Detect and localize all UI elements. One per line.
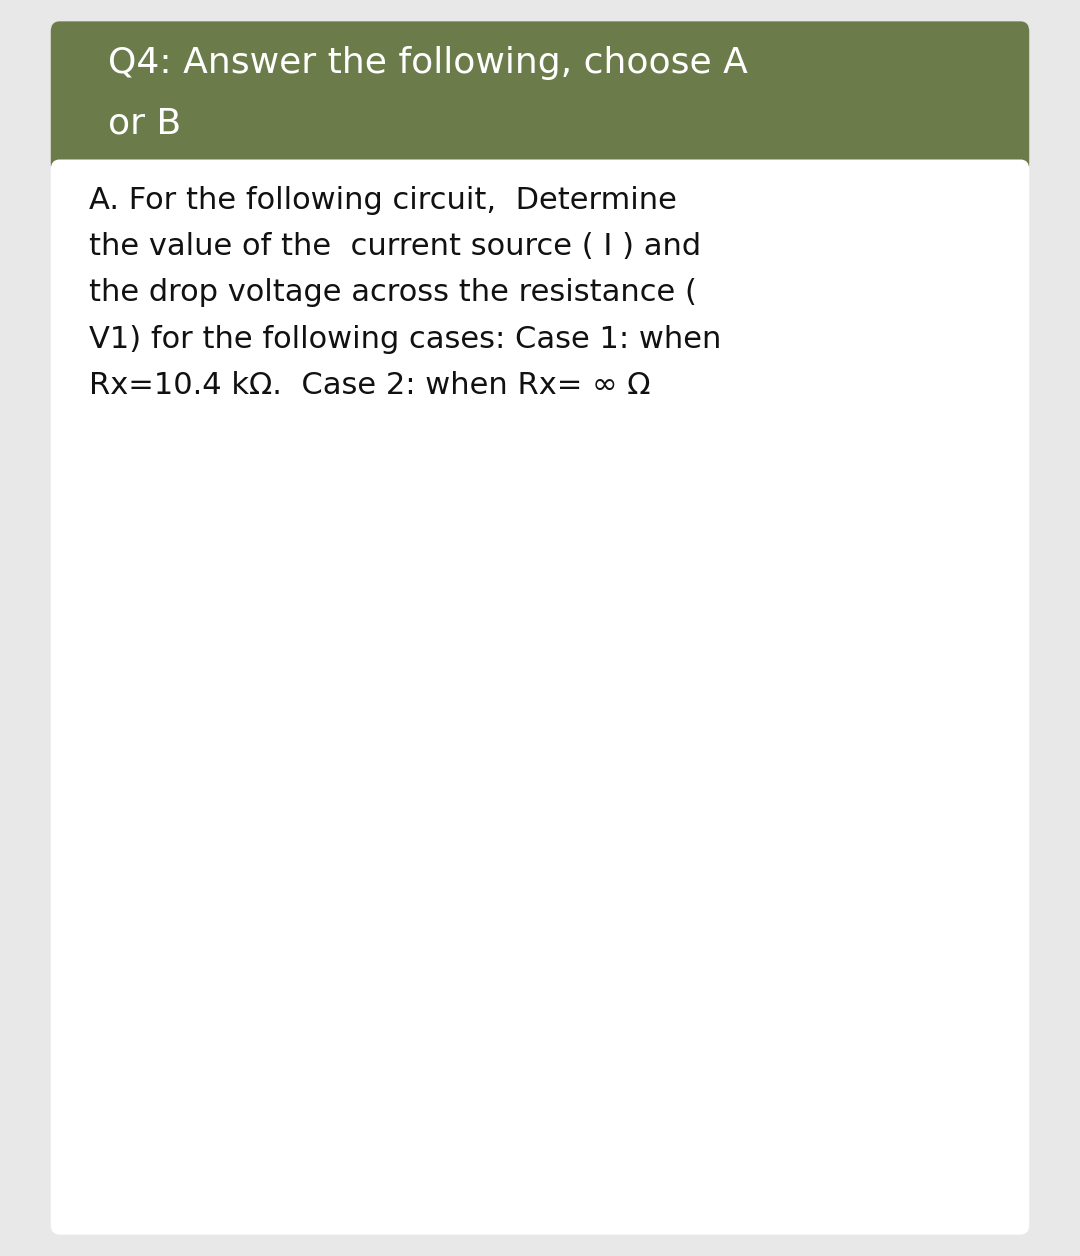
Text: or B: or B — [108, 107, 181, 141]
Text: 12kΩ: 12kΩ — [161, 990, 200, 1005]
Text: 28 V: 28 V — [616, 980, 649, 993]
Text: 9kΩ: 9kΩ — [746, 769, 774, 784]
Text: Q4: Answer the following, choose A: Q4: Answer the following, choose A — [108, 46, 747, 80]
Text: -: - — [908, 696, 917, 716]
Text: V1: V1 — [772, 701, 796, 716]
Text: R5: R5 — [296, 963, 320, 978]
Text: R6: R6 — [176, 963, 200, 978]
Text: A. For the following circuit,  Determine
the value of the  current source ( I ) : A. For the following circuit, Determine … — [89, 186, 721, 399]
Text: E: E — [616, 957, 626, 972]
Text: 3kΩ: 3kΩ — [291, 990, 320, 1005]
Text: +: + — [612, 697, 629, 716]
Text: Rx: Rx — [969, 976, 989, 991]
Text: I: I — [555, 898, 561, 913]
Text: R2: R2 — [624, 860, 648, 875]
Text: 12kΩ: 12kΩ — [402, 990, 440, 1005]
Text: R4: R4 — [417, 963, 440, 978]
Text: ↑  Add file: ↑ Add file — [156, 1173, 265, 1193]
Text: 6kΩ: 6kΩ — [746, 883, 774, 898]
